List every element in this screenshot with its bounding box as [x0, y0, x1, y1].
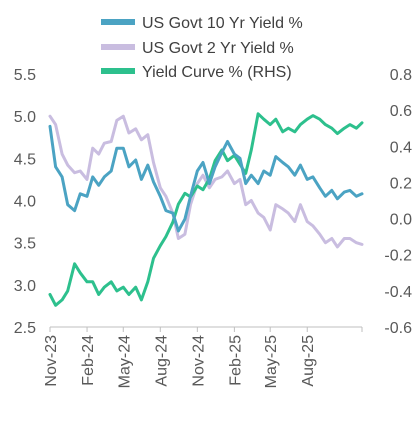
y-right-tick-label: 0.0: [390, 212, 412, 229]
y-right-tick-label: 0.2: [390, 175, 412, 192]
x-tick-label: Aug-24: [153, 335, 170, 387]
x-tick-label: Nov-23: [43, 335, 60, 387]
y-right-tick-label: 0.6: [390, 103, 412, 120]
x-tick-label: Feb-24: [80, 335, 97, 386]
y-right-tick-label: -0.4: [384, 284, 412, 301]
y-right-tick-label: 0.4: [390, 139, 412, 156]
x-tick-label: Nov-24: [190, 335, 207, 387]
y-left-tick-label: 4.5: [14, 151, 36, 168]
y-left-tick-label: 4.0: [14, 194, 36, 211]
legend: US Govt 10 Yr Yield % US Govt 2 Yr Yield …: [101, 15, 303, 81]
x-tick-label: Aug-25: [300, 335, 317, 387]
x-tick-label: Feb-25: [227, 335, 244, 386]
axes: 5.5 5.0 4.5 4.0 3.5 3.0 2.5 0.8 0.6 0.4 0.2 0.0 -0.2…: [14, 67, 412, 388]
legend-label-us-govt-2-yr-yield: US Govt 2 Yr Yield %: [142, 40, 294, 57]
x-tick-label: May-25: [263, 335, 280, 388]
y-right-tick-label: -0.2: [384, 248, 412, 265]
legend-label-yield-curve-rhs: Yield Curve % (RHS): [142, 64, 292, 81]
y-right-tick-label: -0.6: [384, 320, 412, 337]
series-lines: [48, 112, 364, 307]
legend-label-us-govt-10-yr-yield: US Govt 10 Yr Yield %: [142, 15, 303, 32]
x-tick-label: May-24: [116, 335, 133, 388]
y-left-tick-label: 2.5: [14, 320, 36, 337]
y-left-tick-label: 5.0: [14, 109, 36, 126]
series-line-us-govt-10-yr-yield: [48, 124, 364, 233]
series-line-yield-curve-rhs: [48, 112, 364, 307]
y-left-tick-label: 3.0: [14, 278, 36, 295]
y-left-tick-label: 5.5: [14, 67, 36, 84]
y-right-tick-label: 0.8: [390, 67, 412, 84]
y-left-tick-label: 3.5: [14, 236, 36, 253]
